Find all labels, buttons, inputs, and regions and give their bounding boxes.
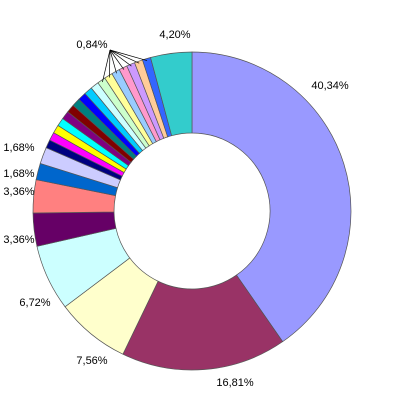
data-label: 7,56% [76,355,107,367]
leader-line [109,49,117,74]
data-label: 6,72% [19,297,50,309]
leader-line [109,49,140,64]
data-label: 1,68% [3,142,34,154]
data-label: 3,36% [3,234,34,246]
leader-line [109,49,132,67]
data-label: 16,81% [216,377,254,389]
leader-line [109,49,125,70]
leader-line [102,49,111,83]
data-label: 40,34% [311,80,349,92]
leader-line [109,49,148,61]
data-label: 1,68% [3,168,34,180]
data-label: 4,20% [159,29,190,41]
data-label: 3,36% [3,186,34,198]
slice [191,51,352,343]
data-label: 0,84% [76,39,107,51]
leader-line [109,49,111,78]
slice [150,51,193,137]
